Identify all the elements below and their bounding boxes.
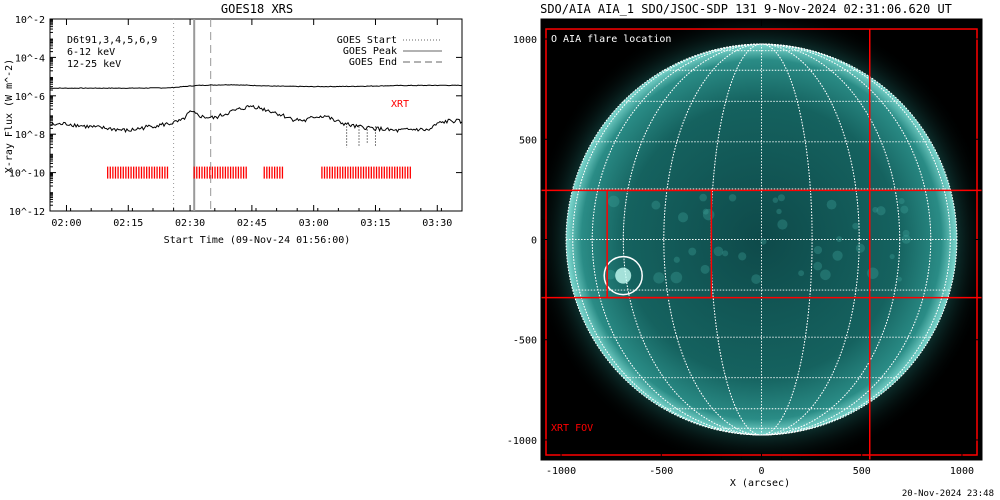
active-region-glow — [670, 271, 683, 284]
aia-xtick-label: -1000 — [546, 466, 576, 477]
active-region-glow — [702, 208, 709, 215]
goes-legend-label: GOES Start — [337, 35, 397, 46]
aia-ytick-label: -1000 — [507, 436, 537, 447]
aia-xtick-label: 1000 — [950, 466, 974, 477]
longitude-gridline — [565, 43, 958, 436]
footer-timestamp: 20-Nov-2024 23:48 — [901, 489, 994, 499]
active-region-glow — [728, 194, 737, 202]
active-region-glow — [901, 234, 911, 244]
goes-ytick-label: 10^-10 — [9, 169, 45, 180]
active-region-glow — [699, 193, 707, 202]
aia-xtick-label: 0 — [758, 466, 764, 477]
goes-header-line: D6t91,3,4,5,6,9 — [67, 35, 157, 46]
goes-ytick-label: 10^-2 — [15, 15, 45, 26]
flare-location-circle — [603, 255, 643, 296]
goes-legend-label: GOES Peak — [343, 46, 397, 57]
aia-chart-title: SDO/AIA AIA_1 SDO/JSOC-SDP 131 9-Nov-202… — [540, 2, 952, 16]
goes-xtick-label: 03:30 — [422, 218, 452, 229]
active-region-glow — [852, 222, 859, 230]
active-region-glow — [722, 250, 729, 257]
aia-xtick-label: -500 — [649, 466, 673, 477]
active-region-glow — [760, 238, 767, 245]
active-region-glow — [798, 270, 805, 277]
goes-xlabel: Start Time (09-Nov-24 01:56:00) — [164, 235, 351, 246]
active-region-glow — [826, 199, 837, 210]
goes-ytick-label: 10^-4 — [15, 53, 45, 64]
aia-ytick-label: 1000 — [513, 35, 537, 46]
active-region-glow — [713, 246, 724, 257]
goes-ylabel: X-ray Flux (W m^-2) — [4, 59, 15, 173]
active-region-glow — [700, 264, 710, 274]
goes-series-line — [49, 84, 463, 89]
active-region-glow — [820, 269, 831, 281]
goes-xtick-label: 03:00 — [299, 218, 329, 229]
aia-flare-label: O AIA flare location — [551, 34, 671, 45]
goes-series-line — [49, 104, 463, 134]
goes-xtick-label: 02:00 — [51, 218, 81, 229]
goes-xtick-label: 02:45 — [237, 218, 267, 229]
active-region-glow — [896, 276, 902, 282]
aia-fov-label: XRT FOV — [551, 423, 593, 434]
active-region-glow — [889, 253, 895, 260]
longitude-gridline — [572, 43, 951, 436]
aia-ytick-label: -500 — [513, 336, 537, 347]
active-region-glow — [777, 219, 788, 230]
active-region-glow — [876, 206, 886, 216]
active-region-glow — [855, 243, 865, 253]
aia-xlabel: X (arcsec) — [730, 478, 790, 489]
active-region-glow — [777, 194, 785, 202]
active-region-glow — [677, 212, 689, 223]
goes-xrt-label: XRT — [391, 99, 409, 110]
goes-ytick-label: 10^-6 — [15, 92, 45, 103]
goes-legend-label: GOES End — [349, 57, 397, 68]
active-region-glow — [813, 245, 823, 255]
goes-header-line: 6-12 keV — [67, 47, 115, 58]
active-region-glow — [673, 256, 680, 263]
aia-image-chart: SDO/AIA AIA_1 SDO/JSOC-SDP 131 9-Nov-202… — [507, 2, 983, 489]
active-region-glow — [872, 206, 879, 213]
active-region-glow — [813, 261, 823, 271]
goes-header-line: 12-25 keV — [67, 59, 121, 70]
active-region-glow — [832, 250, 843, 261]
active-region-glow — [902, 229, 910, 237]
active-region-glow — [776, 208, 782, 215]
xrt-zoom-box — [606, 189, 713, 299]
active-region-glow — [607, 195, 620, 208]
goes-ytick-label: 10^-12 — [9, 207, 45, 218]
goes-xtick-label: 03:15 — [360, 218, 390, 229]
active-region-glow — [738, 252, 747, 261]
active-region-glow — [867, 267, 879, 279]
active-region-glow — [900, 205, 909, 214]
goes-chart-title: GOES18 XRS — [221, 2, 293, 16]
goes-xtick-label: 02:15 — [113, 218, 143, 229]
longitude-gridline — [622, 43, 901, 436]
longitude-gridline — [663, 43, 860, 436]
aia-ytick-label: 500 — [519, 135, 537, 146]
active-region-glow — [772, 197, 779, 203]
goes-ytick-label: 10^-8 — [15, 130, 45, 141]
active-region-glow — [653, 272, 665, 284]
flare-bright-spot — [615, 267, 632, 284]
goes-xrs-chart: GOES18 XRS X-ray Flux (W m^-2) Start Tim… — [4, 2, 463, 246]
active-region-glow — [751, 274, 762, 284]
longitude-gridline — [591, 43, 932, 436]
active-region-glow — [651, 200, 661, 210]
aia-ytick-label: 0 — [531, 236, 537, 247]
active-region-glow — [688, 247, 697, 256]
aia-xtick-label: 500 — [853, 466, 871, 477]
active-region-glow — [898, 198, 905, 205]
active-region-glow — [605, 269, 616, 280]
active-region-glow — [836, 236, 843, 242]
goes-xtick-label: 02:30 — [175, 218, 205, 229]
